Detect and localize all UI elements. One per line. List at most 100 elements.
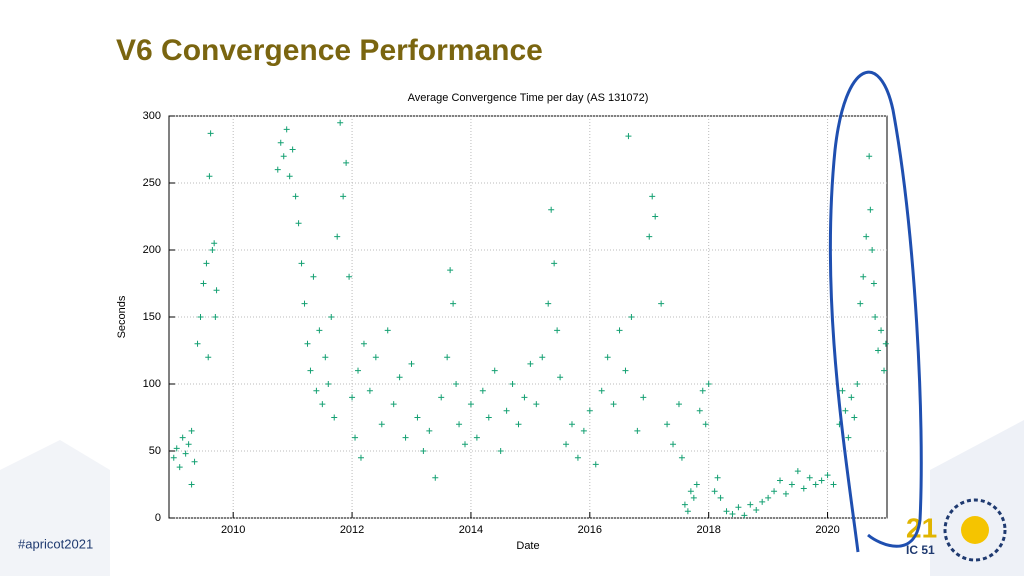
data-point (622, 367, 629, 374)
data-point (357, 454, 364, 461)
data-point (185, 441, 192, 448)
data-point (782, 490, 789, 497)
data-point (678, 454, 685, 461)
data-point (794, 468, 801, 475)
data-point (334, 233, 341, 240)
data-point (649, 193, 656, 200)
data-point (378, 421, 385, 428)
data-point (497, 448, 504, 454)
data-point (509, 381, 516, 387)
data-point (438, 394, 445, 401)
decor (930, 420, 1024, 576)
data-point (580, 427, 587, 434)
data-point (447, 267, 454, 274)
plot-area: 0 50 100 150 200 250 300 2010 2012 2014 2016 2018 20… (143, 110, 889, 536)
data-point (372, 354, 379, 361)
data-point (867, 206, 874, 213)
data-point (277, 139, 284, 146)
data-point (640, 394, 647, 401)
data-point (205, 354, 212, 361)
data-point (352, 434, 359, 441)
data-point (646, 233, 653, 240)
data-point (349, 394, 356, 401)
plot-frame (168, 115, 888, 519)
data-point (289, 146, 296, 153)
data-point (684, 508, 691, 515)
data-point (759, 498, 766, 505)
data-point (860, 273, 867, 280)
data-point (337, 119, 344, 126)
data-point (203, 260, 210, 267)
data-point (521, 394, 528, 401)
data-point (675, 401, 682, 408)
data-point (687, 488, 694, 495)
logo-sun (961, 516, 989, 544)
data-point (402, 434, 409, 441)
y-tick-label: 200 (143, 244, 161, 256)
data-point (747, 501, 754, 508)
y-tick-label: 50 (149, 445, 161, 457)
data-point (568, 421, 575, 428)
data-point (592, 461, 599, 468)
data-point (346, 273, 353, 280)
y-tick-label: 250 (143, 177, 161, 189)
data-point (319, 401, 326, 408)
data-point (857, 300, 864, 307)
data-point (848, 394, 855, 401)
data-point (307, 367, 314, 374)
data-point (696, 407, 703, 414)
data-point (366, 387, 373, 394)
data-point (485, 414, 492, 421)
data-point (610, 401, 617, 408)
data-point (753, 506, 760, 513)
data-point (551, 260, 558, 267)
data-point (777, 477, 784, 484)
x-tick-label: 2020 (815, 524, 839, 536)
data-point (322, 354, 329, 361)
data-point (800, 485, 807, 492)
chart-title: Average Convergence Time per day (AS 131… (408, 92, 649, 104)
data-point (818, 477, 825, 484)
data-point (209, 247, 216, 253)
data-point (598, 387, 605, 394)
data-point (274, 166, 281, 173)
data-point (830, 481, 837, 488)
data-point (173, 445, 180, 452)
data-point (286, 173, 293, 180)
x-axis-label: Date (516, 540, 539, 552)
y-tick-label: 150 (143, 311, 161, 323)
data-point (170, 454, 177, 461)
x-tick-label: 2018 (696, 524, 720, 536)
slide-title: V6 Convergence Performance (116, 34, 543, 67)
data-point (301, 300, 308, 307)
data-point (328, 314, 335, 320)
data-point (456, 421, 463, 428)
data-point (872, 314, 879, 320)
hashtag: #apricot2021 (18, 536, 93, 551)
data-point (390, 401, 397, 408)
data-point (453, 381, 460, 387)
data-point (812, 481, 819, 488)
data-point (355, 367, 362, 374)
data-point (527, 360, 534, 367)
data-point (179, 434, 186, 441)
data-point (197, 314, 204, 320)
data-point (628, 314, 635, 320)
data-point (705, 381, 712, 387)
data-point (515, 421, 522, 428)
data-point (563, 441, 570, 448)
x-tick-label: 2010 (221, 524, 245, 536)
data-point (586, 407, 593, 414)
data-point (839, 387, 846, 394)
data-point (432, 474, 439, 481)
data-point (851, 414, 858, 421)
data-point (313, 387, 320, 394)
data-point (693, 481, 700, 488)
data-point (408, 360, 415, 367)
data-point (616, 327, 623, 334)
data-point (604, 354, 611, 361)
data-point (211, 240, 218, 247)
data-point (280, 153, 287, 160)
